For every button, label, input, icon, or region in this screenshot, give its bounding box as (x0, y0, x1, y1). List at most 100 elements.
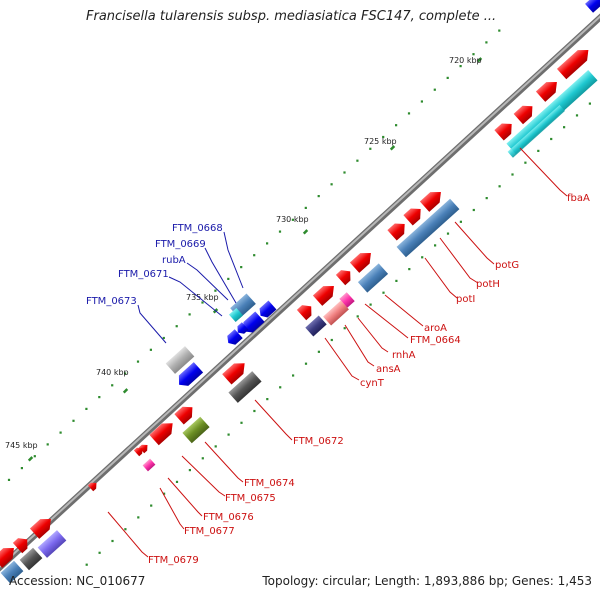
gene-label-FTM_0668[interactable]: FTM_0668 (172, 223, 223, 234)
scale-dot (124, 372, 127, 375)
gene-arrow[interactable] (0, 543, 19, 568)
scale-dot (227, 433, 230, 436)
gene-top-corner[interactable] (585, 0, 600, 13)
gene-FTM_0672[interactable] (228, 371, 262, 403)
gene-label-FTM_0675[interactable]: FTM_0675 (225, 493, 276, 504)
tick-label-730: 730 kbp (276, 215, 309, 224)
scale-dot (420, 100, 423, 103)
scale-dot (304, 206, 307, 209)
gene-label-FTM_0673[interactable]: FTM_0673 (86, 296, 137, 307)
scale-dot (59, 431, 62, 434)
gene-arrow[interactable] (12, 534, 32, 554)
tick-label-720: 720 kbp (449, 56, 482, 65)
gene-arrow[interactable] (149, 418, 177, 446)
gene-potG[interactable] (396, 198, 460, 258)
scale-dot (7, 478, 11, 481)
gene-arrow[interactable] (419, 187, 446, 212)
scale-dot (46, 443, 49, 446)
scale-dot (85, 563, 88, 566)
scale-dot (214, 445, 217, 448)
gene-arrow[interactable] (335, 266, 355, 286)
gene-steel[interactable] (0, 560, 24, 584)
gene-FTM_0679[interactable] (87, 480, 99, 492)
scale-dot (498, 29, 501, 32)
gene-label-rnhA[interactable]: rnhA (392, 350, 416, 361)
scale-dot (111, 539, 114, 543)
gene-FTM_0676[interactable] (133, 445, 145, 457)
gene-arrow[interactable] (312, 281, 339, 306)
gene-arrow[interactable] (556, 45, 593, 80)
gene-FTM_0674[interactable] (182, 416, 210, 444)
gene-cynT[interactable] (305, 315, 327, 337)
gene-label-aroA[interactable]: aroA (424, 323, 447, 334)
scale-dot (317, 350, 320, 353)
scale-dot (421, 256, 424, 259)
gene-label-rubA[interactable]: rubA (162, 255, 186, 266)
gene-label-FTM_0679[interactable]: FTM_0679 (148, 555, 199, 566)
gene-arrow-rev[interactable] (224, 329, 243, 347)
gene-arrow-rev[interactable] (239, 311, 265, 336)
scale-dot (304, 362, 308, 365)
tick-label-725: 725 kbp (364, 137, 397, 146)
gene-purple[interactable] (37, 530, 67, 558)
scale-dot (356, 159, 359, 162)
gene-label-FTM_0674[interactable]: FTM_0674 (244, 478, 295, 489)
gene-FTM_0673[interactable] (165, 346, 195, 374)
gene-FTM_0677[interactable] (142, 458, 156, 472)
scale-dot (434, 244, 437, 247)
gene-labels[interactable]: FTM_0668 FTM_0669 rubA FTM_0671 FTM_0673… (86, 193, 590, 566)
scale-dot (330, 183, 333, 186)
gene-FTM_0669[interactable] (228, 307, 244, 323)
scale-dot (446, 76, 449, 79)
gene-aroA[interactable] (357, 263, 389, 293)
gene-FTM_0664[interactable] (339, 292, 355, 308)
gene-glyphs[interactable] (0, 0, 600, 584)
gene-dark[interactable] (19, 547, 43, 571)
scale-dot (136, 360, 140, 363)
scale-dot (537, 149, 540, 152)
gene-arrow[interactable] (349, 248, 376, 273)
gene-fbaA-2[interactable] (507, 104, 565, 158)
gene-label-potG[interactable]: potG (495, 260, 519, 271)
gene-label-cynT[interactable]: cynT (360, 378, 385, 389)
scale-dot (485, 197, 488, 200)
gene-rubA[interactable] (257, 300, 277, 321)
gene-label-ansA[interactable]: ansA (376, 364, 401, 375)
gene-arrow[interactable] (387, 219, 409, 241)
scale-dot (472, 208, 475, 212)
scale-dot (201, 457, 204, 460)
gene-arrow[interactable] (222, 358, 249, 385)
gene-arrow[interactable] (494, 119, 516, 141)
gene-arrow[interactable] (535, 77, 562, 102)
gene-arrow[interactable] (174, 402, 197, 425)
gene-label-fbaA[interactable]: fbaA (567, 193, 590, 204)
gene-rnhA[interactable] (323, 300, 349, 326)
scale-dot (498, 185, 501, 188)
scale-dot (395, 279, 398, 282)
gene-label-potH[interactable]: potH (476, 279, 500, 290)
scale-dots (7, 29, 591, 566)
scale-dot (188, 469, 191, 472)
gene-arrow[interactable] (513, 101, 537, 125)
gene-FTM_0675[interactable] (138, 442, 150, 454)
gene-label-FTM_0677[interactable]: FTM_0677 (184, 526, 235, 537)
scale-dot (266, 242, 269, 245)
gene-label-FTM_0676[interactable]: FTM_0676 (203, 512, 254, 523)
scale-dot (343, 171, 346, 174)
scale-dot (369, 147, 372, 150)
gene-label-potI[interactable]: potI (456, 294, 475, 305)
gene-arrow[interactable] (296, 301, 316, 321)
scale-ticks: 720 kbp 725 kbp 730 kbp 735 kbp 740 kbp … (5, 56, 483, 462)
gene-label-FTM_0669[interactable]: FTM_0669 (155, 239, 206, 250)
gene-FTM_0671[interactable] (234, 322, 249, 336)
scale-dot (433, 88, 436, 91)
gene-label-FTM_0664[interactable]: FTM_0664 (410, 335, 461, 346)
gene-arrow-rev[interactable] (174, 362, 204, 390)
scale-dot (149, 348, 152, 351)
scale-dot (85, 407, 88, 410)
gene-arrow[interactable] (403, 204, 425, 226)
gene-label-FTM_0671[interactable]: FTM_0671 (118, 269, 169, 280)
gene-arrow[interactable] (29, 514, 56, 539)
gene-label-FTM_0672[interactable]: FTM_0672 (293, 436, 344, 447)
